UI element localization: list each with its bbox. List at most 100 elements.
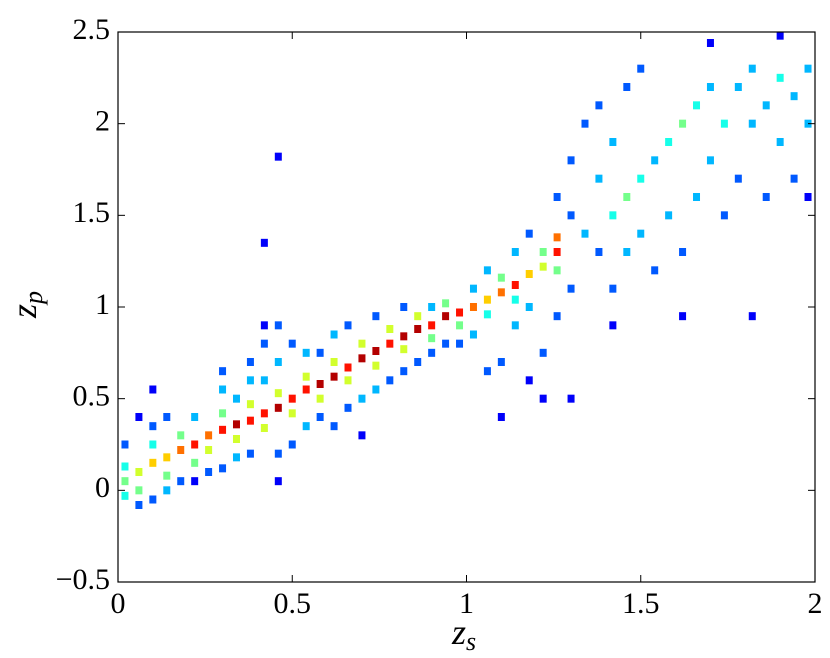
cell [414, 312, 422, 321]
cell [163, 453, 171, 462]
cell [428, 303, 436, 311]
cell [135, 501, 143, 509]
cell [525, 376, 533, 385]
cell [246, 449, 254, 458]
cell [428, 348, 436, 357]
x-tick-label: 1 [459, 587, 474, 620]
cell [177, 446, 185, 454]
cell [260, 376, 268, 385]
cell [232, 453, 240, 462]
cell [414, 358, 422, 366]
cell [483, 295, 491, 304]
cell [274, 403, 282, 412]
cell [665, 138, 673, 146]
cell [567, 211, 575, 220]
cell [344, 363, 352, 372]
cell [776, 31, 784, 40]
cell [288, 339, 296, 348]
cell [456, 308, 464, 317]
cell [595, 248, 603, 256]
y-tick-label: 1 [95, 288, 110, 321]
cell [539, 248, 547, 256]
cell [149, 422, 157, 431]
cell [748, 119, 756, 128]
cell [804, 64, 812, 73]
y-tick-label: 2.5 [73, 13, 111, 46]
cell [274, 321, 282, 330]
cell [720, 119, 728, 128]
cell [191, 440, 199, 449]
cell [609, 321, 617, 330]
cell [469, 330, 477, 339]
cell [121, 477, 129, 486]
cell [274, 358, 282, 366]
cell [706, 83, 714, 91]
cell [776, 138, 784, 146]
cell [330, 372, 338, 381]
cell [414, 325, 422, 333]
cell [706, 156, 714, 165]
cell [637, 229, 645, 238]
cell [651, 266, 659, 275]
axes-box [117, 31, 816, 583]
cell [288, 409, 296, 418]
cell [386, 376, 394, 385]
cell [400, 303, 408, 311]
cell [511, 281, 519, 289]
x-tick-label: 1.5 [622, 587, 660, 620]
cell [372, 312, 380, 321]
cell [469, 284, 477, 293]
cell [163, 471, 171, 480]
cell [428, 334, 436, 343]
cell [525, 270, 533, 278]
cell [539, 262, 547, 271]
cell [511, 248, 519, 256]
cell [553, 312, 561, 321]
cell [121, 440, 129, 449]
cell [205, 431, 213, 440]
cell [623, 248, 631, 256]
cell [581, 229, 589, 238]
cell [246, 416, 254, 425]
cell [274, 152, 282, 161]
cell [358, 339, 366, 348]
cell [456, 321, 464, 330]
cell [358, 431, 366, 440]
cell [511, 295, 519, 304]
cell [302, 372, 310, 381]
x-axis-label: zs [451, 612, 476, 656]
cell [706, 39, 714, 47]
cell [246, 376, 254, 385]
cell [567, 156, 575, 165]
cell [232, 420, 240, 429]
cell [553, 248, 561, 256]
cell [483, 266, 491, 275]
cell [149, 458, 157, 467]
cell [567, 394, 575, 403]
cell [483, 310, 491, 319]
cell [302, 422, 310, 431]
cell [720, 211, 728, 220]
cell [177, 431, 185, 440]
cell [595, 174, 603, 183]
cell [804, 193, 812, 201]
cell [232, 394, 240, 403]
cell [553, 233, 561, 242]
cell [372, 347, 380, 355]
x-tick-label: 2 [808, 587, 823, 620]
cell [260, 321, 268, 330]
y-tick-label: 1.5 [73, 196, 111, 229]
cell [442, 339, 450, 348]
cell [316, 413, 324, 421]
cell [679, 119, 687, 128]
cell [205, 468, 213, 476]
cell [609, 211, 617, 220]
cell [386, 325, 394, 333]
cell [149, 440, 157, 449]
cell [260, 238, 268, 247]
cell [456, 339, 464, 348]
cell [149, 385, 157, 394]
cell [219, 425, 227, 434]
